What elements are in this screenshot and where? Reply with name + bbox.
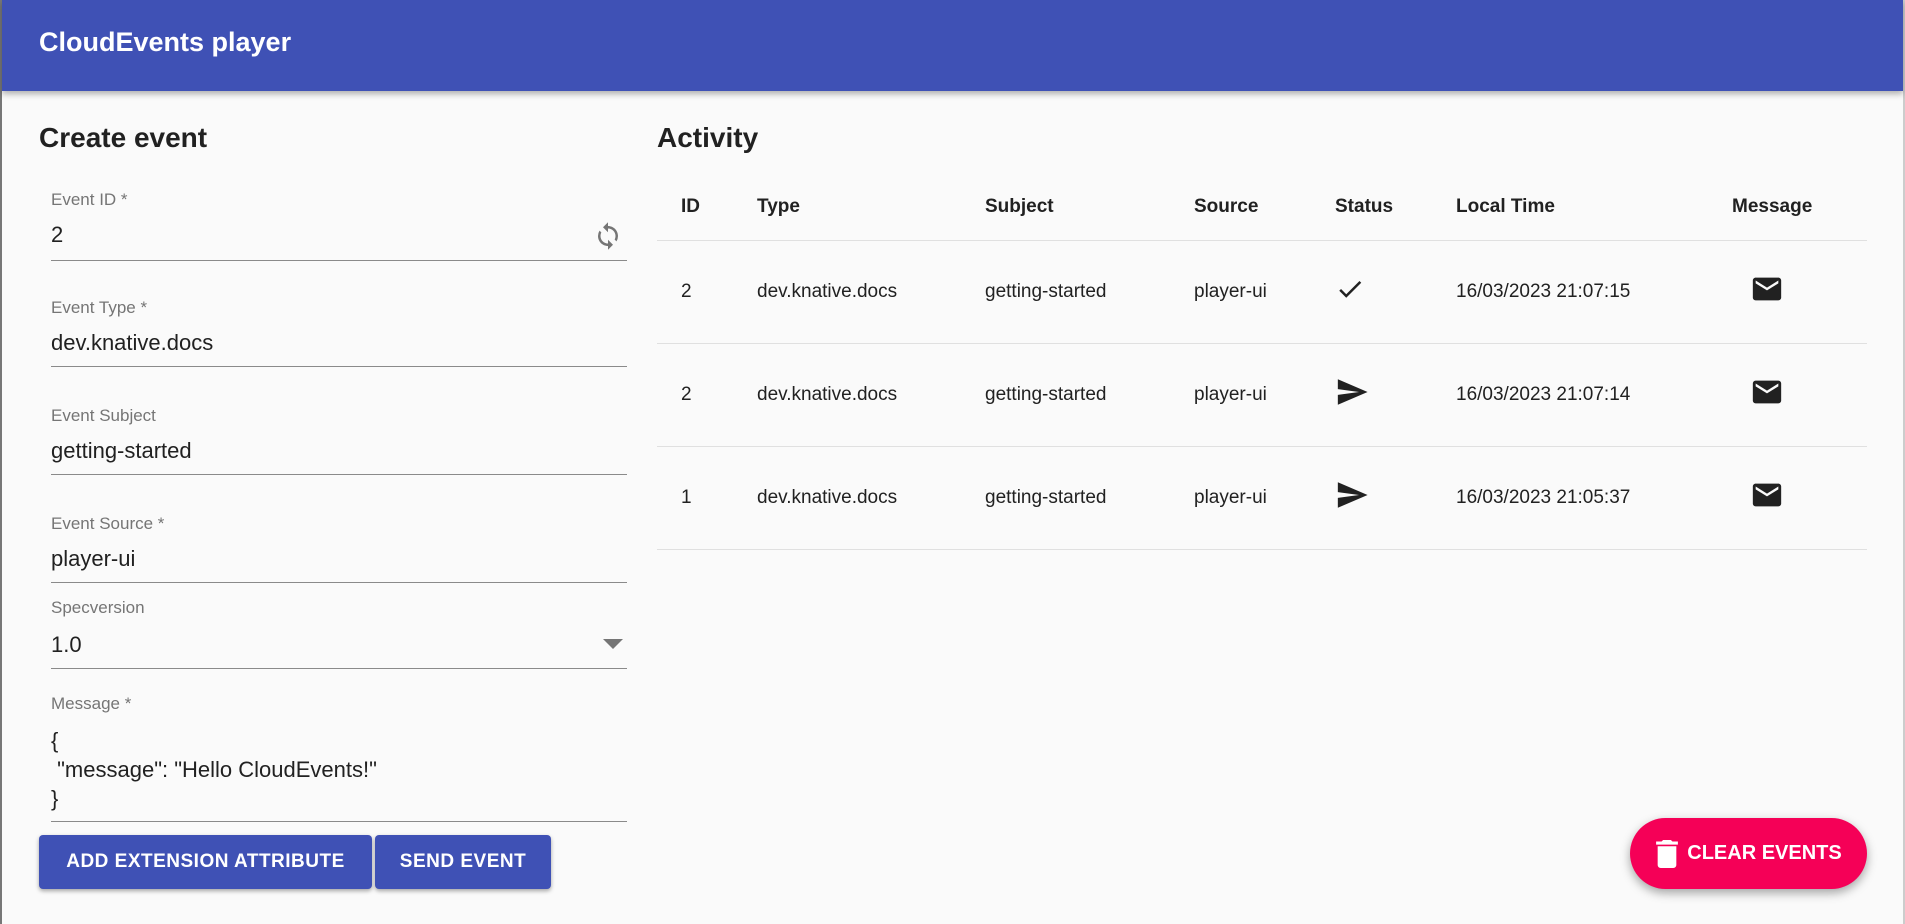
cell-local-time: 16/03/2023 21:07:15: [1432, 240, 1708, 344]
cell-type: dev.knative.docs: [733, 240, 961, 344]
col-subject: Subject: [961, 174, 1170, 241]
message-textarea[interactable]: { "message": "Hello CloudEvents!" }: [51, 728, 377, 811]
table-row: 2 dev.knative.docs getting-started playe…: [657, 240, 1867, 344]
event-id-label: Event ID *: [51, 190, 128, 209]
cell-type: dev.knative.docs: [733, 343, 961, 447]
check-icon: [1339, 280, 1362, 298]
add-extension-attribute-button[interactable]: ADD EXTENSION ATTRIBUTE: [39, 835, 372, 889]
event-subject-label: Event Subject: [51, 406, 156, 425]
clear-events-button[interactable]: CLEAR EVENTS: [1630, 818, 1867, 889]
col-source: Source: [1170, 174, 1311, 241]
col-status: Status: [1311, 174, 1432, 241]
event-id-field[interactable]: Event ID * 2: [51, 190, 627, 262]
cell-source: player-ui: [1170, 240, 1311, 344]
app-bar: CloudEvents player: [2, 0, 1903, 91]
app-title: CloudEvents player: [39, 27, 292, 57]
cell-source: player-ui: [1170, 343, 1311, 447]
cell-message[interactable]: [1708, 446, 1867, 550]
refresh-icon[interactable]: [593, 221, 623, 251]
event-id-input[interactable]: 2: [51, 222, 64, 247]
cell-local-time: 16/03/2023 21:07:14: [1432, 343, 1708, 447]
table-row: 2 dev.knative.docs getting-started playe…: [657, 343, 1867, 447]
underline: [51, 668, 627, 669]
send-icon: [1337, 378, 1368, 405]
col-message: Message: [1708, 174, 1867, 241]
cell-status: [1311, 240, 1432, 344]
event-type-field[interactable]: Event Type * dev.knative.docs: [51, 298, 627, 370]
underline: [51, 260, 627, 261]
underline: [51, 821, 627, 822]
mail-icon[interactable]: [1750, 375, 1784, 409]
cell-subject: getting-started: [961, 446, 1170, 550]
col-id: ID: [657, 174, 733, 241]
activity-table: ID Type Subject Source Status Local Time…: [657, 174, 1867, 550]
trash-icon: [1656, 839, 1679, 868]
cell-local-time: 16/03/2023 21:05:37: [1432, 446, 1708, 550]
event-source-field[interactable]: Event Source * player-ui: [51, 514, 627, 586]
cell-status: [1311, 343, 1432, 447]
event-source-input[interactable]: player-ui: [51, 546, 136, 571]
event-source-label: Event Source *: [51, 514, 165, 533]
specversion-value[interactable]: 1.0: [51, 632, 82, 657]
specversion-select[interactable]: Specversion 1.0: [51, 598, 627, 670]
message-label: Message *: [51, 694, 132, 713]
cell-status: [1311, 446, 1432, 550]
underline: [51, 582, 627, 583]
cell-id: 2: [657, 240, 733, 344]
dropdown-arrow-icon[interactable]: [603, 638, 623, 650]
mail-icon[interactable]: [1750, 478, 1784, 512]
event-type-input[interactable]: dev.knative.docs: [51, 330, 214, 355]
cell-type: dev.knative.docs: [733, 446, 961, 550]
event-subject-input[interactable]: getting-started: [51, 438, 192, 463]
event-type-label: Event Type *: [51, 298, 148, 317]
col-type: Type: [733, 174, 961, 241]
send-icon: [1337, 481, 1368, 508]
cell-id: 1: [657, 446, 733, 550]
message-field[interactable]: Message * { "message": "Hello CloudEvent…: [51, 694, 627, 824]
cell-message[interactable]: [1708, 240, 1867, 344]
send-event-button[interactable]: SEND EVENT: [375, 835, 551, 889]
cell-message[interactable]: [1708, 343, 1867, 447]
event-subject-field[interactable]: Event Subject getting-started: [51, 406, 627, 478]
underline: [51, 474, 627, 475]
cell-id: 2: [657, 343, 733, 447]
underline: [51, 366, 627, 367]
cell-subject: getting-started: [961, 343, 1170, 447]
table-row: 1 dev.knative.docs getting-started playe…: [657, 446, 1867, 550]
clear-events-label: CLEAR EVENTS: [1687, 842, 1842, 864]
create-event-heading: Create event: [39, 122, 208, 153]
cell-subject: getting-started: [961, 240, 1170, 344]
table-header-row: ID Type Subject Source Status Local Time…: [657, 174, 1867, 241]
cell-source: player-ui: [1170, 446, 1311, 550]
mail-icon[interactable]: [1750, 272, 1784, 306]
col-local-time: Local Time: [1432, 174, 1708, 241]
activity-heading: Activity: [657, 122, 759, 153]
